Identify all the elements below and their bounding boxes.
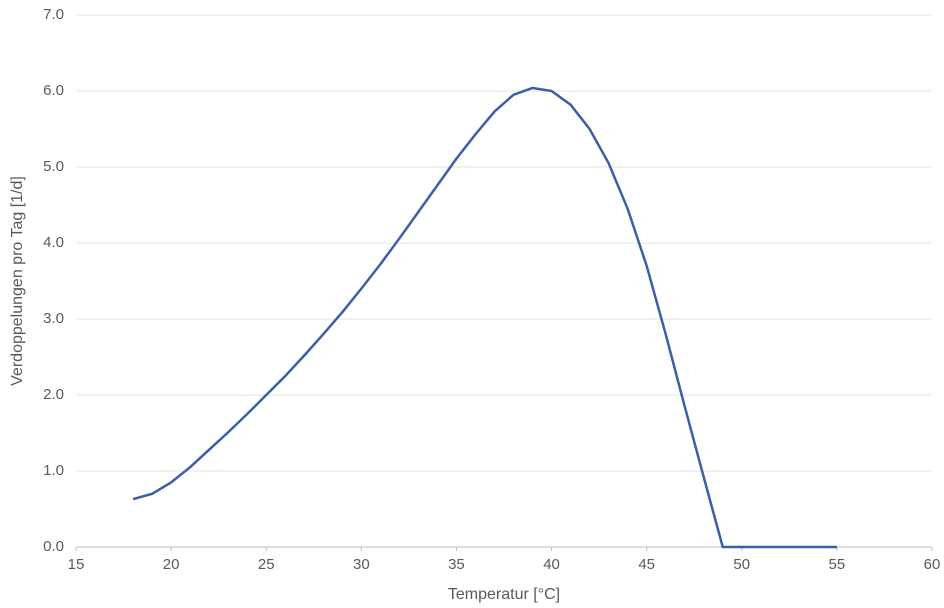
- y-tick-label: 7.0: [43, 6, 64, 23]
- x-tick-label: 55: [829, 556, 846, 573]
- x-tick-label: 15: [68, 556, 85, 573]
- y-tick-label: 3.0: [43, 310, 64, 327]
- x-tick-label: 30: [353, 556, 370, 573]
- x-tick-label: 45: [638, 556, 655, 573]
- y-tick-label: 5.0: [43, 158, 64, 175]
- x-tick-label: 20: [163, 556, 180, 573]
- y-tick-label: 1.0: [43, 462, 64, 479]
- y-tick-label: 2.0: [43, 386, 64, 403]
- y-tick-label: 6.0: [43, 82, 64, 99]
- x-tick-label: 25: [258, 556, 275, 573]
- y-tick-label: 4.0: [43, 234, 64, 251]
- x-tick-label: 40: [543, 556, 560, 573]
- y-tick-label: 0.0: [43, 538, 64, 555]
- x-axis-title: Temperatur [°C]: [448, 586, 560, 603]
- y-axis-title: Verdoppelungen pro Tag [1/d]: [9, 176, 26, 386]
- x-tick-label: 60: [924, 556, 941, 573]
- x-tick-label: 35: [448, 556, 465, 573]
- x-tick-label: 50: [733, 556, 750, 573]
- data-line: [132, 86, 837, 549]
